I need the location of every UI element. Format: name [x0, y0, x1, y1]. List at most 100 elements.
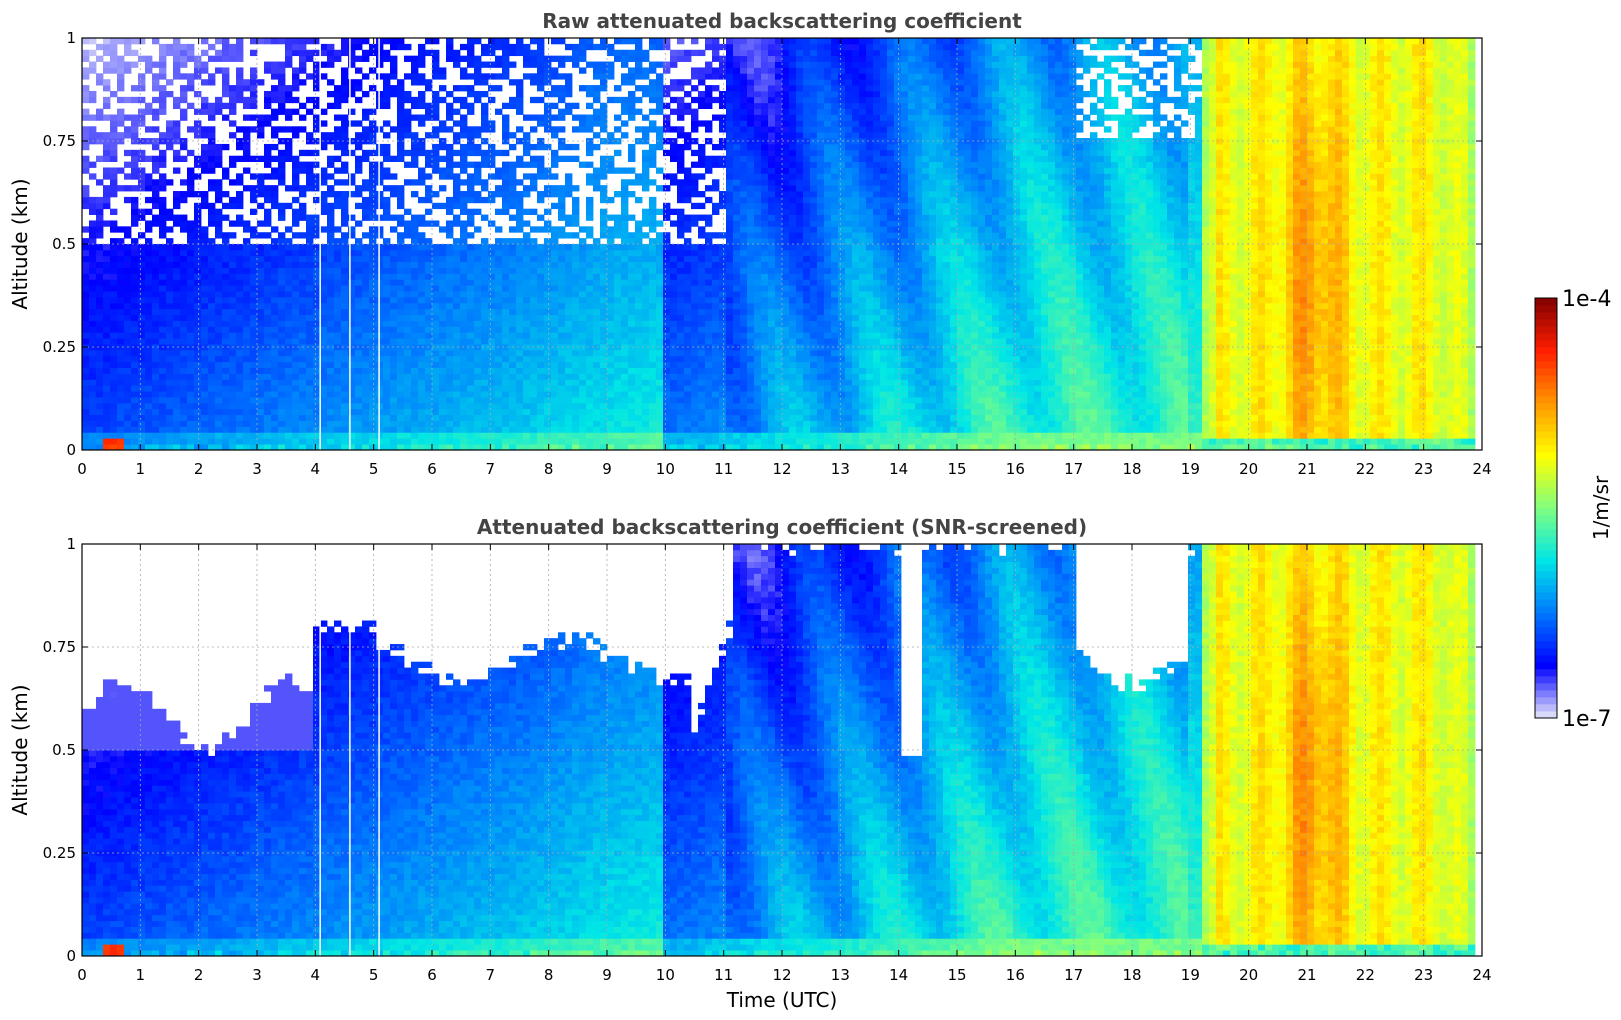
heatmap-cell — [117, 138, 125, 145]
heatmap-cell — [103, 355, 111, 363]
heatmap-cell — [530, 261, 538, 268]
heatmap-cell — [278, 332, 286, 339]
heatmap-cell — [131, 296, 139, 304]
heatmap-cell — [446, 102, 454, 110]
heatmap-cell — [495, 402, 503, 410]
heatmap-cell — [103, 279, 111, 286]
heatmap-cell — [523, 326, 531, 333]
heatmap-cell — [544, 414, 552, 421]
heatmap-cell — [572, 338, 580, 345]
heatmap-cell — [313, 185, 321, 192]
heatmap-cell — [544, 102, 552, 110]
heatmap-cell — [285, 226, 293, 233]
heatmap-cell — [530, 73, 538, 80]
heatmap-cell — [453, 355, 461, 363]
heatmap-cell — [425, 196, 433, 204]
heatmap-cell — [474, 432, 482, 439]
heatmap-cell — [439, 332, 447, 339]
heatmap-cell — [418, 244, 426, 251]
heatmap-cell — [509, 96, 517, 104]
heatmap-cell — [418, 90, 426, 98]
heatmap-cell — [467, 61, 475, 68]
heatmap-cell — [621, 244, 629, 251]
heatmap-cell — [551, 185, 559, 192]
heatmap-cell — [656, 255, 664, 263]
heatmap-cell — [243, 220, 251, 227]
heatmap-cell — [446, 155, 454, 162]
heatmap-cell — [243, 349, 251, 357]
heatmap-cell — [684, 391, 692, 398]
heatmap-cell — [425, 238, 433, 245]
heatmap-cell — [82, 255, 90, 263]
heatmap-cell — [236, 326, 244, 333]
heatmap-cell — [600, 332, 608, 339]
heatmap-cell — [355, 38, 363, 45]
heatmap-cell — [285, 61, 293, 68]
heatmap-cell — [313, 173, 321, 180]
heatmap-cell — [173, 279, 181, 286]
heatmap-cell — [481, 149, 489, 157]
heatmap-cell — [467, 291, 475, 298]
heatmap-cell — [439, 261, 447, 268]
heatmap-cell — [96, 320, 104, 327]
heatmap-cell — [502, 355, 510, 363]
heatmap-cell — [306, 338, 314, 345]
heatmap-cell — [159, 55, 167, 62]
heatmap-cell — [614, 308, 622, 316]
heatmap-cell — [341, 349, 349, 357]
heatmap-cell — [229, 96, 237, 104]
heatmap-cell — [607, 196, 615, 204]
heatmap-cell — [495, 397, 503, 404]
heatmap-cell — [278, 367, 286, 374]
heatmap-cell — [705, 161, 713, 168]
heatmap-cell — [446, 349, 454, 357]
heatmap-cell — [341, 120, 349, 127]
heatmap-cell — [544, 261, 552, 268]
heatmap-cell — [327, 361, 335, 368]
heatmap-cell — [516, 90, 524, 98]
heatmap-cell — [341, 232, 349, 239]
heatmap-cell — [404, 43, 412, 51]
heatmap-cell — [110, 308, 118, 316]
heatmap-cell — [194, 332, 202, 339]
heatmap-cell — [208, 261, 216, 268]
heatmap-cell — [159, 214, 167, 221]
heatmap-cell — [446, 397, 454, 404]
heatmap-cell — [257, 267, 265, 274]
heatmap-cell — [243, 267, 251, 274]
heatmap-cell — [341, 291, 349, 298]
heatmap-cell — [145, 196, 153, 204]
heatmap-cell — [425, 208, 433, 215]
heatmap-cell — [593, 344, 601, 351]
heatmap-cell — [159, 202, 167, 210]
heatmap-cell — [572, 379, 580, 386]
heatmap-cell — [712, 85, 720, 92]
heatmap-cell — [271, 249, 279, 257]
heatmap-cell — [544, 73, 552, 80]
heatmap-cell — [439, 361, 447, 368]
heatmap-cell — [250, 126, 258, 133]
heatmap-cell — [488, 438, 496, 445]
heatmap-cell — [523, 432, 531, 439]
heatmap-cell — [621, 261, 629, 268]
heatmap-cell — [425, 385, 433, 392]
heatmap-cell — [222, 38, 230, 45]
heatmap-cell — [502, 191, 510, 198]
heatmap-cell — [89, 126, 97, 133]
heatmap-cell — [173, 49, 181, 57]
heatmap-cell — [698, 385, 706, 392]
heatmap-cell — [271, 226, 279, 233]
heatmap-cell — [593, 426, 601, 433]
heatmap-cell — [586, 367, 594, 374]
heatmap-cell — [635, 273, 643, 280]
heatmap-cell — [488, 291, 496, 298]
heatmap-cell — [649, 196, 657, 204]
heatmap-cell — [446, 143, 454, 151]
heatmap-cell — [698, 120, 706, 127]
heatmap-cell — [397, 373, 405, 380]
heatmap-cell — [530, 96, 538, 104]
heatmap-cell — [278, 255, 286, 263]
heatmap-cell — [663, 426, 671, 433]
heatmap-cell — [418, 285, 426, 292]
heatmap-cell — [271, 244, 279, 251]
